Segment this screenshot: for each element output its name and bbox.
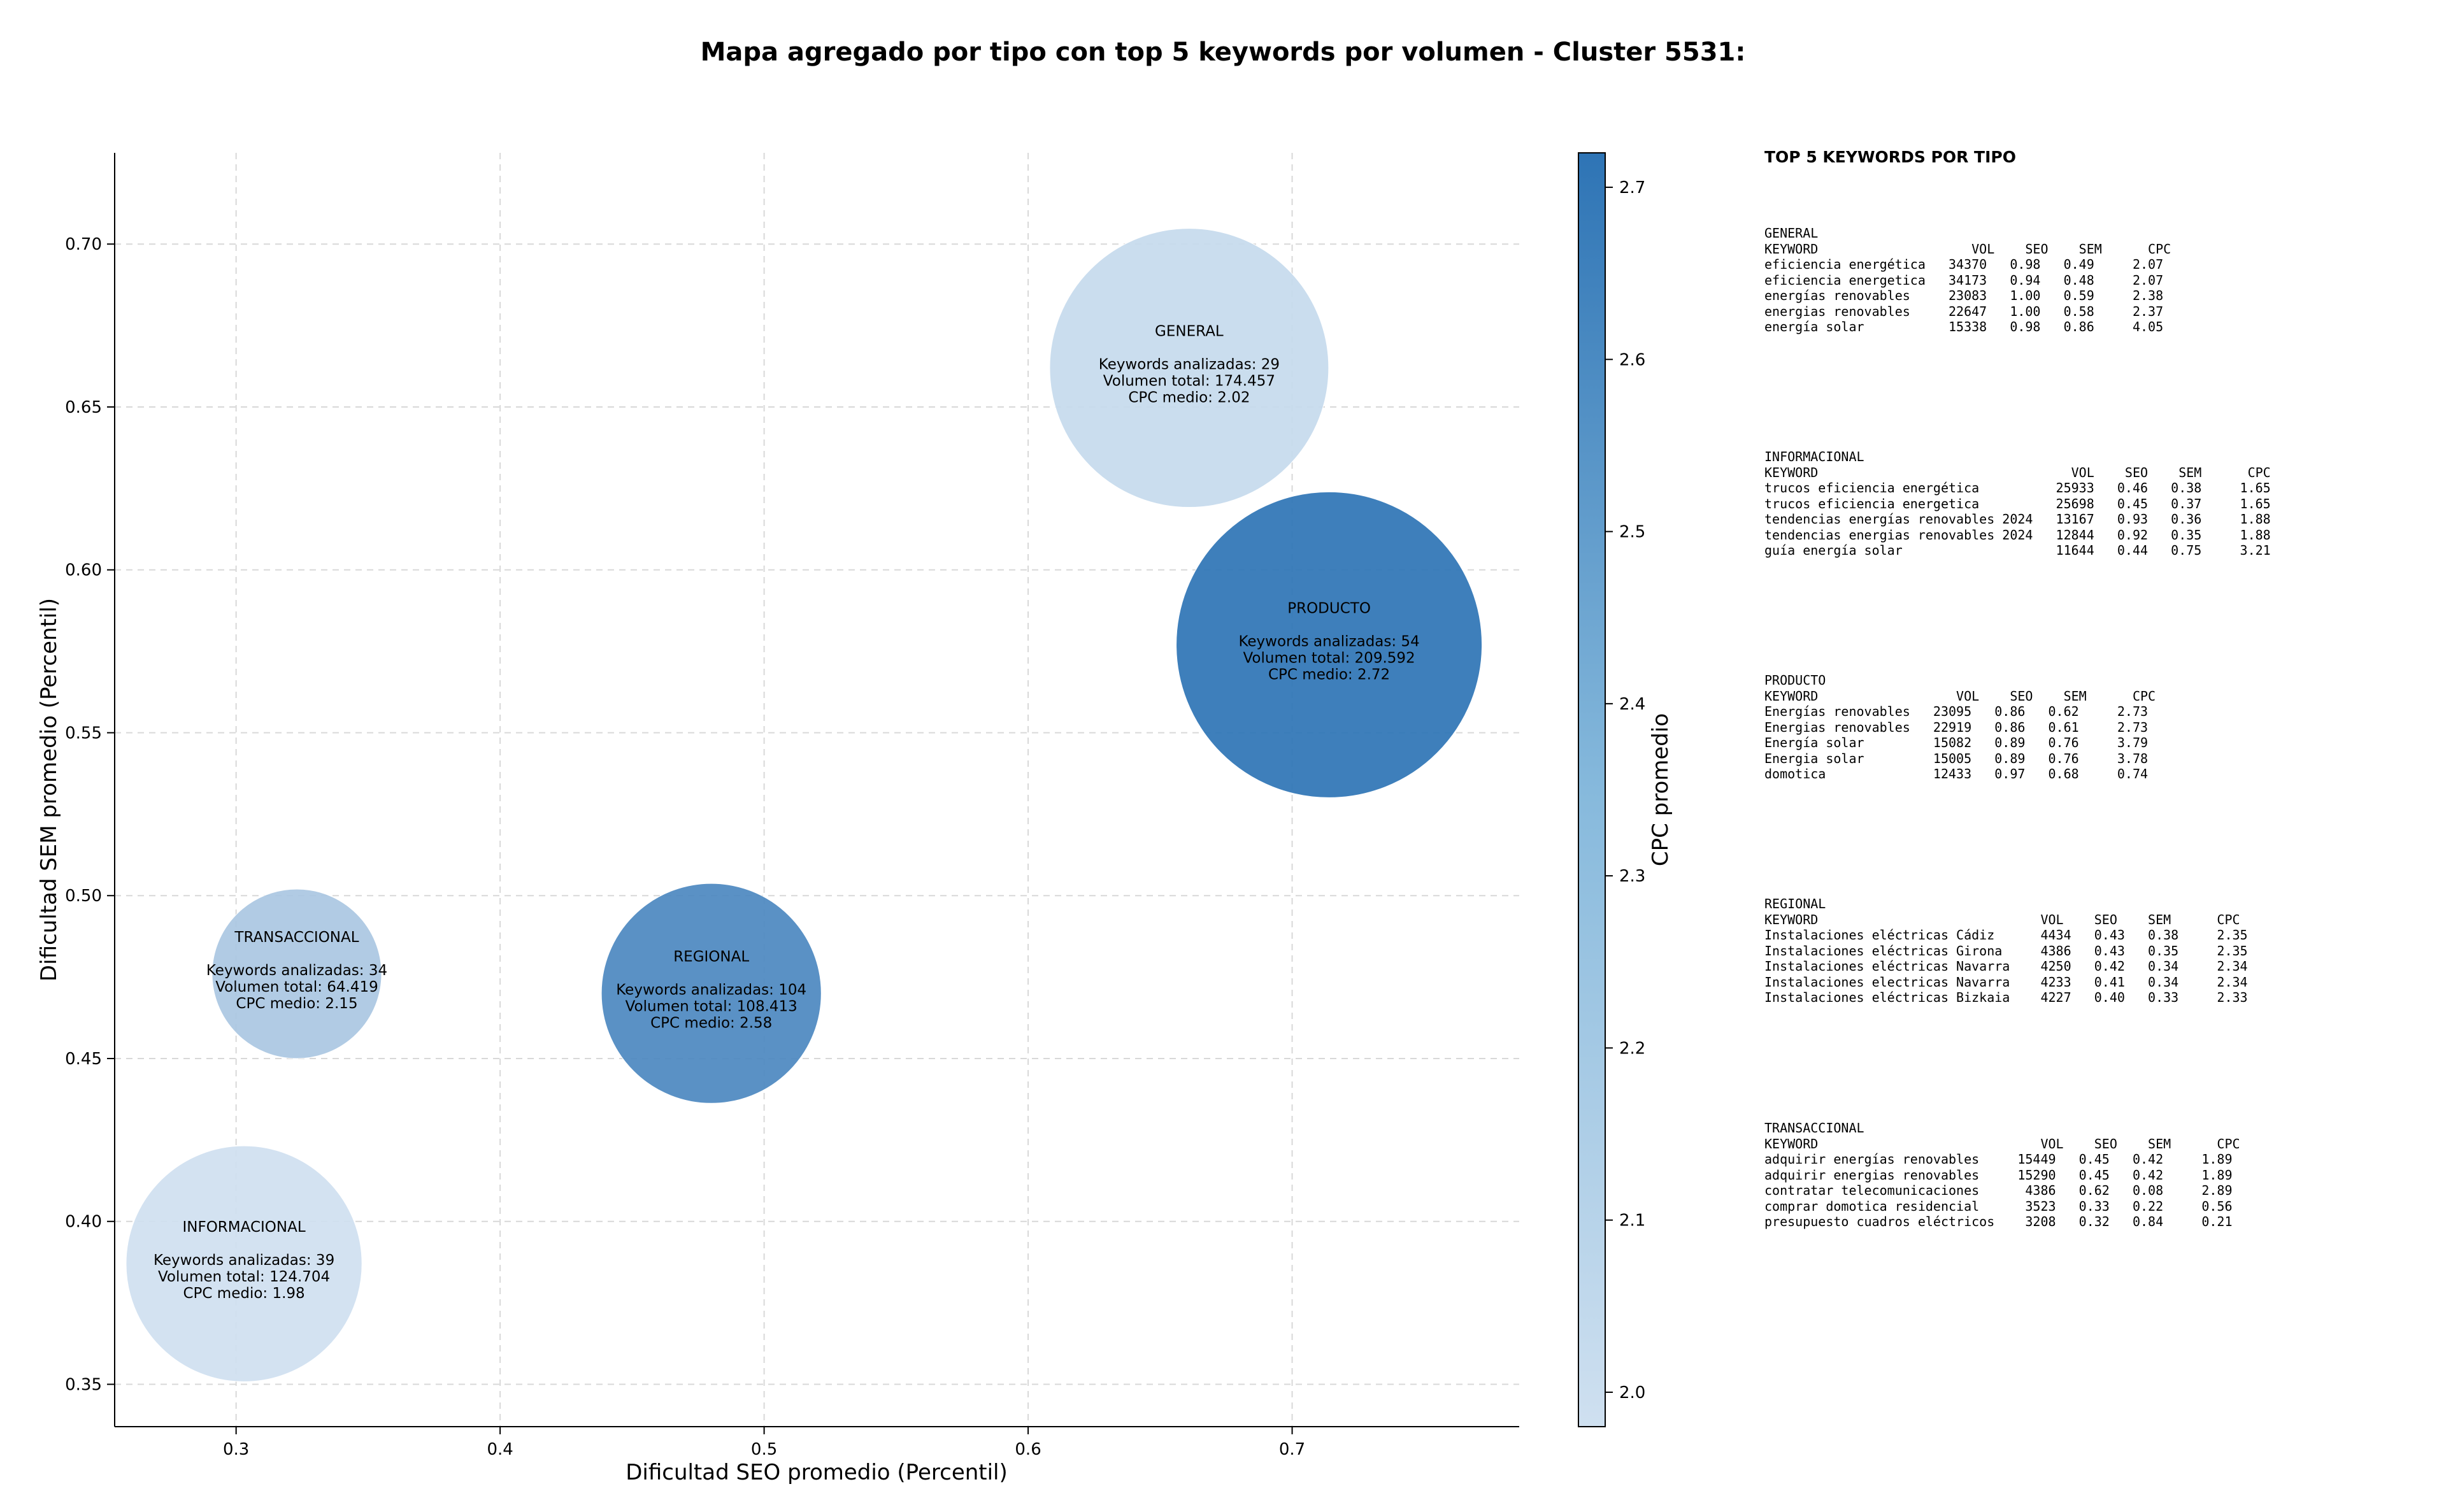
bubble-keywords-count: Keywords analizadas: 104: [616, 982, 806, 999]
bubble-keywords-count: Keywords analizadas: 34: [206, 962, 387, 979]
bubble-total-volume: Volumen total: 174.457: [1103, 373, 1275, 390]
colorbar-tick-label: 2.2: [1619, 1039, 1645, 1058]
keywords-panel: TOP 5 KEYWORDS POR TIPO GENERAL KEYWORD …: [1764, 148, 2427, 1422]
bubble-keywords-count: Keywords analizadas: 54: [1238, 633, 1419, 650]
x-tick-label: 0.3: [223, 1440, 249, 1459]
bubble-total-volume: Volumen total: 209.592: [1243, 650, 1415, 666]
keyword-table-general: GENERAL KEYWORD VOL SEO SEM CPC eficienc…: [1764, 225, 2171, 334]
bubble-transaccional: TRANSACCIONAL Keywords analizadas: 34Volu…: [206, 888, 387, 1059]
bubble-total-volume: Volumen total: 64.419: [215, 979, 378, 995]
bubble-keywords-count: Keywords analizadas: 39: [154, 1252, 334, 1269]
bubble-avg-cpc: CPC medio: 2.02: [1128, 390, 1250, 406]
colorbar-tick-label: 2.0: [1619, 1383, 1645, 1402]
bubble-label: GENERAL: [1155, 324, 1224, 340]
keyword-table-transaccional: TRANSACCIONAL KEYWORD VOL SEO SEM CPC ad…: [1764, 1120, 2240, 1229]
chart-title: Mapa agregado por tipo con top 5 keyword…: [701, 38, 1746, 67]
bubble-keywords-count: Keywords analizadas: 29: [1099, 357, 1280, 373]
axes: [114, 153, 1519, 1427]
colorbar-label: CPC promedio: [1648, 713, 1673, 866]
keyword-table-informacional: INFORMACIONAL KEYWORD VOL SEO SEM CPC tr…: [1764, 449, 2271, 558]
y-tick-label: 0.50: [65, 887, 102, 906]
bubble-circle: [1176, 491, 1483, 798]
y-tick-label: 0.70: [65, 235, 102, 254]
y-tick-label: 0.45: [65, 1050, 102, 1069]
bubble-circle: [211, 888, 382, 1059]
x-tick-label: 0.6: [1015, 1440, 1041, 1459]
bubble-avg-cpc: CPC medio: 2.15: [236, 995, 357, 1012]
y-tick-label: 0.65: [65, 398, 102, 417]
colorbar-tick-label: 2.3: [1619, 867, 1645, 886]
colorbar-ticks: 2.0 2.1 2.2 2.3 2.4 2.5 2.6 2.7: [1605, 178, 1645, 1402]
bubble-informacional: INFORMACIONAL Keywords analizadas: 39Volu…: [125, 1145, 362, 1382]
y-tick-label: 0.35: [65, 1376, 102, 1395]
colorbar-tick-label: 2.7: [1619, 178, 1645, 197]
x-tick-label: 0.5: [751, 1440, 777, 1459]
y-axis-label: Dificultad SEM promedio (Percentil): [36, 598, 62, 981]
colorbar-tick-label: 2.1: [1619, 1211, 1645, 1230]
bubble-total-volume: Volumen total: 124.704: [158, 1269, 330, 1285]
x-tick-label: 0.4: [487, 1440, 513, 1459]
x-tick-label: 0.7: [1279, 1440, 1305, 1459]
bubble-avg-cpc: CPC medio: 2.72: [1268, 666, 1390, 683]
keyword-table-regional: REGIONAL KEYWORD VOL SEO SEM CPC Instala…: [1764, 896, 2248, 1005]
bubble-label: INFORMACIONAL: [182, 1219, 305, 1236]
y-tick-label: 0.55: [65, 724, 102, 743]
y-tick-label: 0.40: [65, 1213, 102, 1232]
axis-ticks: 0.3 0.4 0.5 0.6 0.7 0.35 0.40 0.45 0.50 0.55 0.60 0…: [65, 235, 1305, 1459]
bubble-avg-cpc: CPC medio: 2.58: [650, 1015, 772, 1032]
bubble-label: REGIONAL: [673, 949, 749, 966]
colorbar-tick-label: 2.4: [1619, 695, 1645, 714]
bubble-circle: [601, 883, 822, 1104]
bubble-circle: [125, 1145, 362, 1382]
bubble-regional: REGIONAL Keywords analizadas: 104Volumen …: [601, 883, 822, 1104]
bubble-total-volume: Volumen total: 108.413: [626, 999, 797, 1015]
colorbar-tick-label: 2.5: [1619, 523, 1645, 542]
bubble-circle: [1049, 228, 1329, 508]
keywords-panel-title: TOP 5 KEYWORDS POR TIPO: [1764, 148, 2016, 166]
bubble-label: TRANSACCIONAL: [234, 929, 359, 946]
colorbar-gradient: [1578, 152, 1606, 1427]
bubble-avg-cpc: CPC medio: 1.98: [183, 1285, 304, 1302]
colorbar: 2.0 2.1 2.2 2.3 2.4 2.5 2.6 2.7 CPC promedio: [1578, 152, 1673, 1427]
y-tick-label: 0.60: [65, 561, 102, 580]
x-axis-label: Dificultad SEO promedio (Percentil): [626, 1460, 1008, 1485]
bubble-label: PRODUCTO: [1287, 600, 1371, 617]
colorbar-tick-label: 2.6: [1619, 350, 1645, 369]
keyword-table-producto: PRODUCTO KEYWORD VOL SEO SEM CPC Energía…: [1764, 673, 2156, 781]
